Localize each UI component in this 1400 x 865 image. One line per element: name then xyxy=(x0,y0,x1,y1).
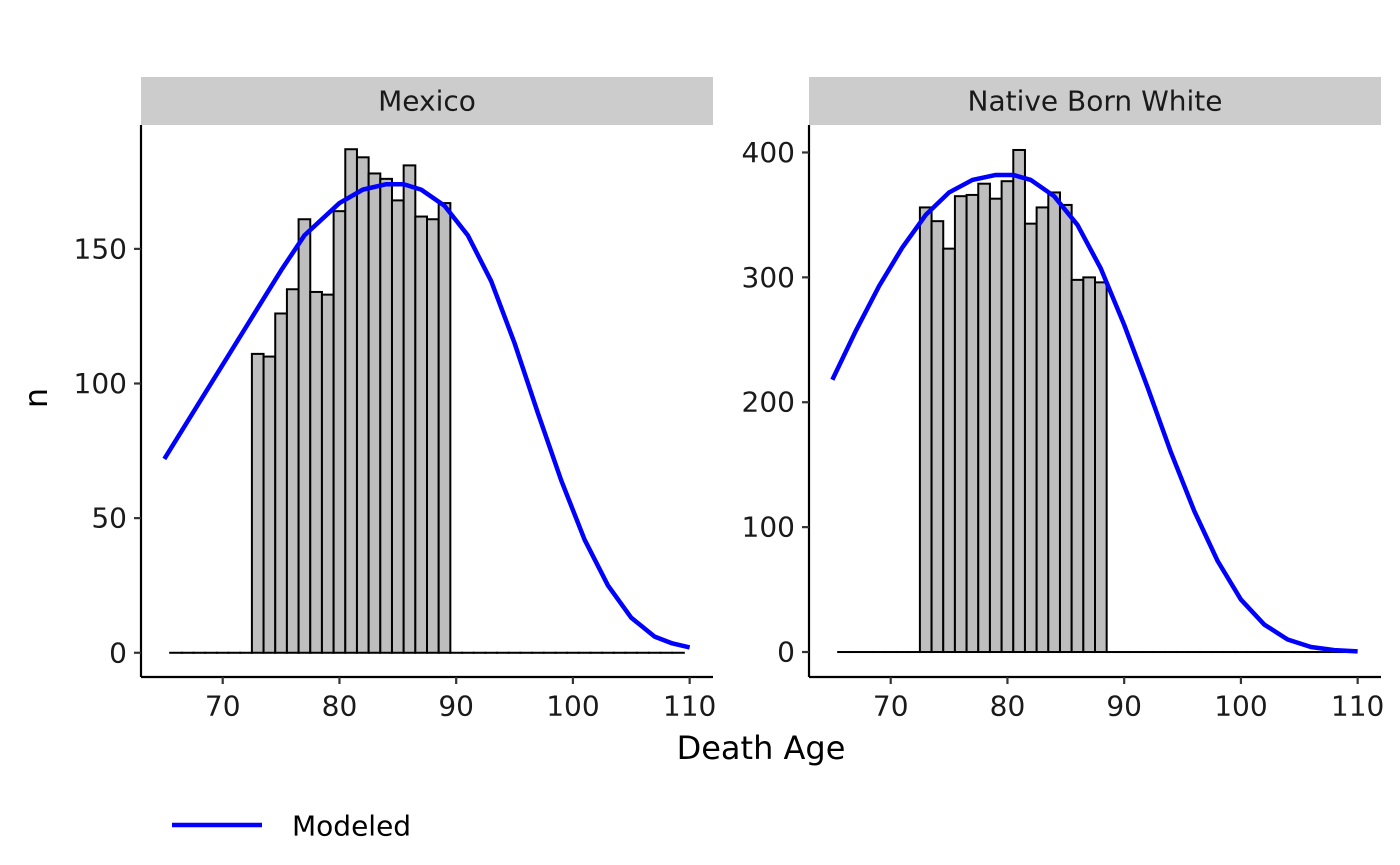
bar-native-born-white-74 xyxy=(930,220,945,654)
bar-native-born-white-86 xyxy=(1070,278,1085,654)
bar-native-born-white-87 xyxy=(1082,276,1097,654)
bar-mexico-89 xyxy=(437,202,452,654)
bar-mexico-79 xyxy=(320,293,335,654)
x-tick-label-mexico-90: 90 xyxy=(438,690,474,723)
bar-native-born-white-77 xyxy=(965,193,980,654)
bar-native-born-white-78 xyxy=(977,182,991,654)
bar-native-born-white-73 xyxy=(918,206,933,654)
axes-mexico: 0 50 100 150 70 80 90 100 110 xyxy=(74,125,716,723)
x-axis-title: Death Age xyxy=(677,729,846,767)
bar-mexico-74 xyxy=(262,355,277,654)
bar-mexico-86 xyxy=(402,164,417,654)
bar-mexico-85 xyxy=(390,199,405,654)
y-tick-label-mexico-100: 100 xyxy=(74,367,127,400)
modeled-line-native-born-white xyxy=(830,172,1358,654)
x-tick-label-native-born-white-80: 80 xyxy=(990,690,1026,723)
x-tick-label-mexico-80: 80 xyxy=(322,690,358,723)
bar-native-born-white-81 xyxy=(1012,148,1026,654)
bar-mexico-82 xyxy=(355,156,370,654)
x-tick-label-native-born-white-110: 110 xyxy=(1331,690,1384,723)
bar-mexico-87 xyxy=(414,215,429,654)
strip-background-native-born-white xyxy=(809,77,1381,125)
y-axis-title: n xyxy=(17,388,55,408)
panel-native-born-white: Native Born White 0 100 200 300 400 70 80 90 100… xyxy=(742,77,1384,723)
strip-title-native-born-white: Native Born White xyxy=(968,85,1223,118)
x-tick-label-mexico-100: 100 xyxy=(546,690,599,723)
y-tick-label-mexico-50: 50 xyxy=(91,502,127,535)
bar-mexico-84 xyxy=(379,177,393,654)
y-tick-label-mexico-150: 150 xyxy=(74,232,127,265)
bar-mexico-80 xyxy=(332,210,347,654)
legend-label-modeled: Modeled xyxy=(292,810,411,843)
bar-mexico-88 xyxy=(426,218,440,654)
bars-mexico xyxy=(169,148,685,654)
modeled-curve-mexico xyxy=(162,181,691,650)
y-tick-label-native-born-white-200: 200 xyxy=(742,386,795,419)
bar-mexico-75 xyxy=(274,312,288,654)
y-tick-label-native-born-white-100: 100 xyxy=(742,511,795,544)
y-tick-label-mexico-0: 0 xyxy=(109,636,127,669)
y-tick-label-native-born-white-400: 400 xyxy=(742,136,795,169)
bar-mexico-78 xyxy=(309,290,323,654)
y-tick-label-native-born-white-0: 0 xyxy=(777,636,795,669)
bars-native-born-white xyxy=(837,148,1353,654)
legend: Modeled xyxy=(172,810,411,843)
modeled-line-mexico xyxy=(162,181,691,650)
x-tick-label-mexico-70: 70 xyxy=(205,690,241,723)
bar-native-born-white-75 xyxy=(942,247,956,654)
axes-native-born-white: 0 100 200 300 400 70 80 90 100 110 xyxy=(742,125,1384,723)
y-tick-label-native-born-white-300: 300 xyxy=(742,261,795,294)
x-tick-label-native-born-white-100: 100 xyxy=(1214,690,1267,723)
strip-title-mexico: Mexico xyxy=(378,85,476,118)
panel-mexico: Mexico 0 50 100 150 70 80 90 100 110 xyxy=(74,77,716,723)
bar-native-born-white-82 xyxy=(1023,222,1038,654)
x-tick-label-native-born-white-90: 90 xyxy=(1106,690,1142,723)
bar-native-born-white-84 xyxy=(1047,191,1061,654)
bar-mexico-81 xyxy=(344,148,358,654)
bar-native-born-white-85 xyxy=(1058,203,1073,654)
strip-background-mexico xyxy=(141,77,713,125)
bar-mexico-76 xyxy=(285,288,300,654)
bar-native-born-white-80 xyxy=(1000,180,1015,654)
bar-mexico-83 xyxy=(367,172,382,654)
bar-mexico-73 xyxy=(250,352,265,654)
bar-native-born-white-76 xyxy=(953,195,968,654)
bar-native-born-white-88 xyxy=(1094,281,1108,654)
bar-native-born-white-79 xyxy=(988,197,1003,654)
bar-native-born-white-83 xyxy=(1035,206,1050,654)
modeled-curve-native-born-white xyxy=(830,172,1358,654)
x-tick-label-native-born-white-70: 70 xyxy=(873,690,909,723)
x-tick-label-mexico-110: 110 xyxy=(663,690,716,723)
bar-mexico-77 xyxy=(297,218,312,654)
